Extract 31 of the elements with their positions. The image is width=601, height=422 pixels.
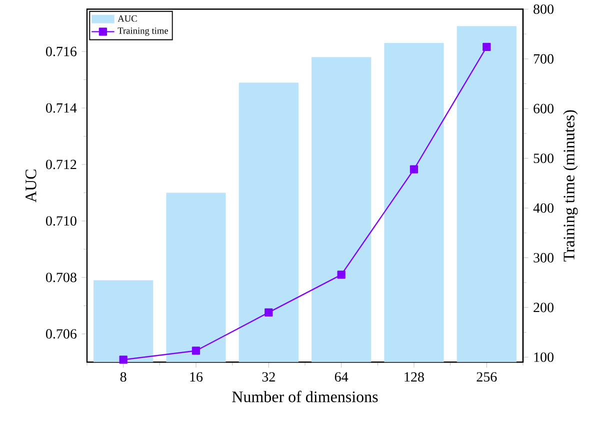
- x-tick-label: 64: [334, 372, 348, 382]
- point: [337, 270, 346, 279]
- x-axis-title: Number of dimensions: [232, 390, 378, 402]
- y2-tick-label: 700: [534, 54, 554, 64]
- y2-tick-label: 400: [533, 203, 554, 213]
- x-tick-label: 8: [120, 372, 126, 382]
- x-tick-label: 128: [404, 372, 424, 382]
- y-axis-title: AUC: [26, 170, 36, 202]
- point: [410, 165, 418, 174]
- y2-axis-title: Training time (minutes): [563, 110, 578, 262]
- y2-tick-label: 500: [534, 154, 554, 163]
- point: [119, 356, 128, 364]
- x-tick-label: 256: [476, 372, 497, 382]
- y2-tick-label: 200: [534, 302, 554, 312]
- point: [264, 308, 273, 316]
- y2-tick-label: 800: [534, 4, 554, 14]
- y-tick-label: 0.706: [46, 329, 77, 339]
- point: [482, 42, 491, 51]
- y-tick-label: 0.708: [46, 272, 76, 282]
- y2-tick-label: 100: [534, 352, 554, 362]
- x-tick-label: 16: [190, 372, 203, 382]
- y-tick-label: 0.710: [46, 216, 76, 226]
- y-tick-label: 0.716: [46, 46, 77, 56]
- point: [192, 346, 200, 355]
- y2-tick-label: 600: [534, 104, 554, 114]
- x-tick-label: 32: [262, 372, 275, 382]
- legend-label: AUC: [118, 15, 137, 22]
- y-tick-label: 0.712: [46, 160, 76, 170]
- legend-label: Training time: [118, 28, 168, 36]
- y-tick-label: 0.714: [46, 103, 77, 113]
- y2-tick-label: 300: [534, 252, 554, 262]
